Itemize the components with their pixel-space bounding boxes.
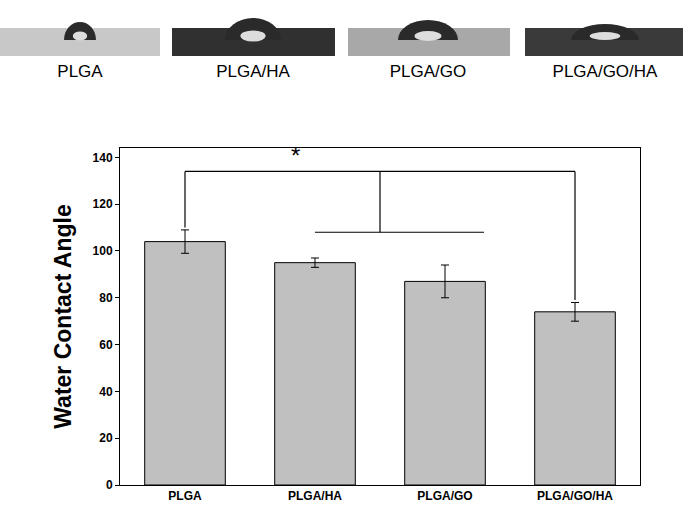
- svg-text:120: 120: [93, 197, 113, 211]
- svg-text:60: 60: [99, 338, 113, 352]
- html-text:PLGA/HA: PLGA/HA: [216, 62, 290, 81]
- html-text:PLGA/GO/HA: PLGA/GO/HA: [552, 62, 658, 81]
- svg-text:140: 140: [93, 151, 113, 165]
- svg-text:PLGA: PLGA: [168, 489, 202, 503]
- svg-text:PLGA/HA: PLGA/HA: [288, 489, 342, 503]
- html-text:PLGA: PLGA: [57, 62, 103, 81]
- svg-text:100: 100: [93, 244, 113, 258]
- svg-text:PLGA/GO/HA: PLGA/GO/HA: [537, 489, 613, 503]
- svg-text:PLGA/GO: PLGA/GO: [417, 489, 472, 503]
- svg-text:0: 0: [106, 478, 113, 492]
- svg-text:80: 80: [99, 291, 113, 305]
- svg-text:40: 40: [99, 385, 113, 399]
- svg-text:*: *: [291, 142, 300, 169]
- svg-text:20: 20: [99, 431, 113, 445]
- svg-text:Water Contact Angle: Water Contact Angle: [50, 204, 76, 428]
- html-text:PLGA/GO: PLGA/GO: [389, 62, 467, 81]
